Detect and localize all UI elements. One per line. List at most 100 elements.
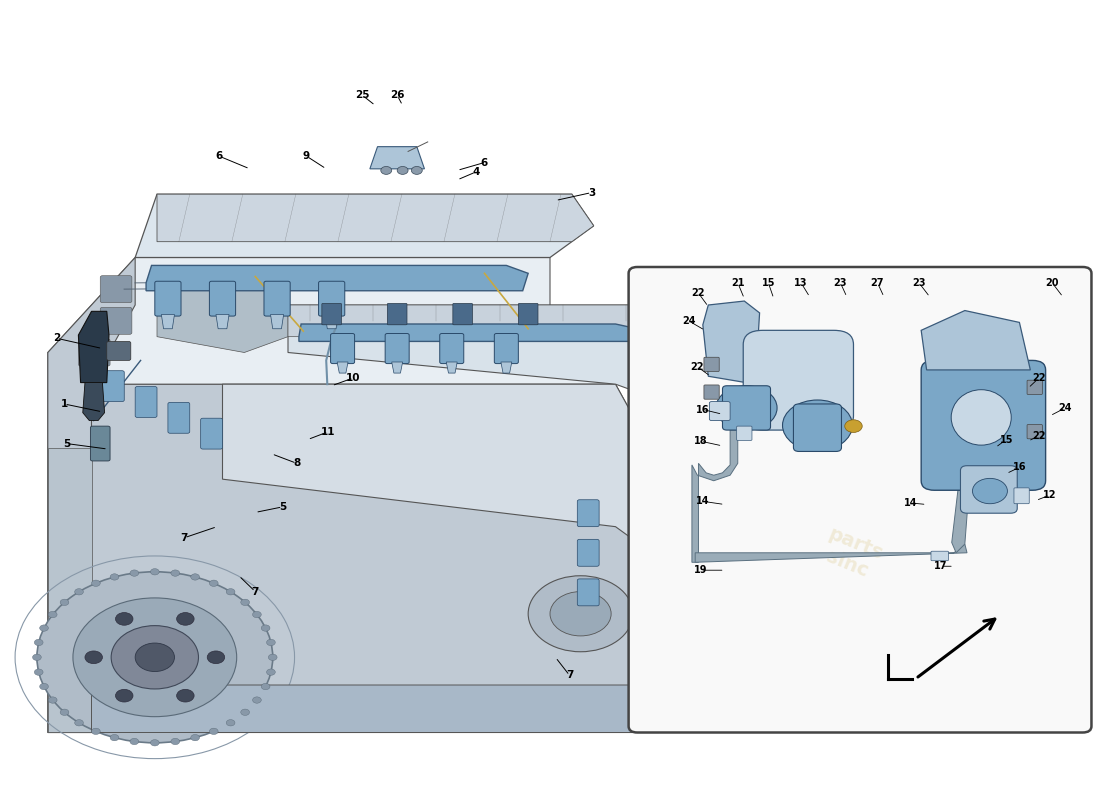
FancyBboxPatch shape [102,370,124,402]
Circle shape [48,611,57,618]
Circle shape [40,625,48,631]
Circle shape [85,651,102,664]
FancyBboxPatch shape [387,303,407,325]
Polygon shape [337,362,348,373]
Text: 2: 2 [53,334,60,343]
Text: 24: 24 [1058,403,1072,413]
FancyBboxPatch shape [494,334,518,363]
Circle shape [60,709,69,715]
Polygon shape [47,258,135,733]
Circle shape [266,669,275,675]
FancyBboxPatch shape [578,500,600,526]
Text: 23: 23 [834,278,847,288]
Polygon shape [692,430,738,562]
Circle shape [170,570,179,576]
FancyBboxPatch shape [264,282,290,316]
Circle shape [33,654,42,661]
Polygon shape [91,685,659,733]
Text: 14: 14 [696,496,710,506]
Circle shape [253,697,262,703]
FancyBboxPatch shape [1014,488,1030,504]
Text: 12: 12 [1043,490,1057,500]
FancyBboxPatch shape [1027,425,1043,438]
FancyBboxPatch shape [209,282,235,316]
Circle shape [177,613,194,626]
FancyBboxPatch shape [518,303,538,325]
Circle shape [60,599,69,606]
FancyBboxPatch shape [628,267,1091,733]
Polygon shape [135,194,594,258]
Text: 7: 7 [252,586,258,597]
Polygon shape [326,314,338,329]
Text: 4: 4 [472,167,480,177]
FancyBboxPatch shape [744,330,854,430]
Circle shape [227,589,235,595]
FancyBboxPatch shape [100,276,132,302]
Text: 5: 5 [63,438,70,449]
FancyBboxPatch shape [78,339,110,366]
Circle shape [170,738,179,745]
FancyBboxPatch shape [578,539,600,566]
Text: 27: 27 [871,278,884,288]
Text: 22: 22 [692,288,705,298]
Circle shape [34,639,43,646]
FancyBboxPatch shape [331,334,354,363]
Polygon shape [500,362,512,373]
Circle shape [241,599,250,606]
FancyBboxPatch shape [168,402,189,434]
Text: 26: 26 [389,90,405,100]
Circle shape [209,728,218,734]
Polygon shape [952,483,969,553]
Text: parts
sinc: parts sinc [817,524,886,584]
Circle shape [207,651,224,664]
Text: 22: 22 [691,362,704,372]
Polygon shape [695,544,967,562]
Text: 7: 7 [180,533,188,542]
FancyBboxPatch shape [704,385,719,399]
Circle shape [151,569,160,575]
Polygon shape [370,146,425,169]
Text: 17: 17 [934,562,947,571]
Circle shape [91,728,100,734]
Polygon shape [271,314,284,329]
Text: 16: 16 [696,405,710,414]
FancyBboxPatch shape [453,303,473,325]
Circle shape [266,639,275,646]
Text: 6: 6 [216,151,223,161]
Circle shape [48,697,57,703]
Polygon shape [162,314,175,329]
FancyBboxPatch shape [135,386,157,418]
Text: 6: 6 [481,158,488,167]
Text: 11: 11 [321,426,336,437]
Text: 15: 15 [1000,434,1013,445]
Circle shape [130,738,139,745]
Ellipse shape [952,390,1011,445]
FancyBboxPatch shape [960,466,1018,514]
Circle shape [190,734,199,741]
Text: 14: 14 [903,498,917,508]
Circle shape [110,734,119,741]
FancyBboxPatch shape [723,386,770,430]
Circle shape [253,611,262,618]
Text: 7: 7 [566,670,573,681]
FancyBboxPatch shape [737,426,752,440]
Circle shape [261,625,270,631]
Circle shape [116,613,133,626]
Text: 20: 20 [1045,278,1059,288]
FancyBboxPatch shape [155,282,182,316]
FancyBboxPatch shape [100,307,132,334]
FancyBboxPatch shape [931,551,948,561]
Circle shape [411,166,422,174]
Polygon shape [222,384,659,558]
Circle shape [116,690,133,702]
Polygon shape [47,447,91,733]
FancyBboxPatch shape [107,342,131,361]
Polygon shape [157,194,594,242]
Polygon shape [47,258,616,447]
Polygon shape [78,311,109,382]
Circle shape [397,166,408,174]
Text: 25: 25 [355,90,370,100]
Circle shape [130,570,139,576]
Text: 21: 21 [732,278,745,288]
Circle shape [91,580,100,586]
